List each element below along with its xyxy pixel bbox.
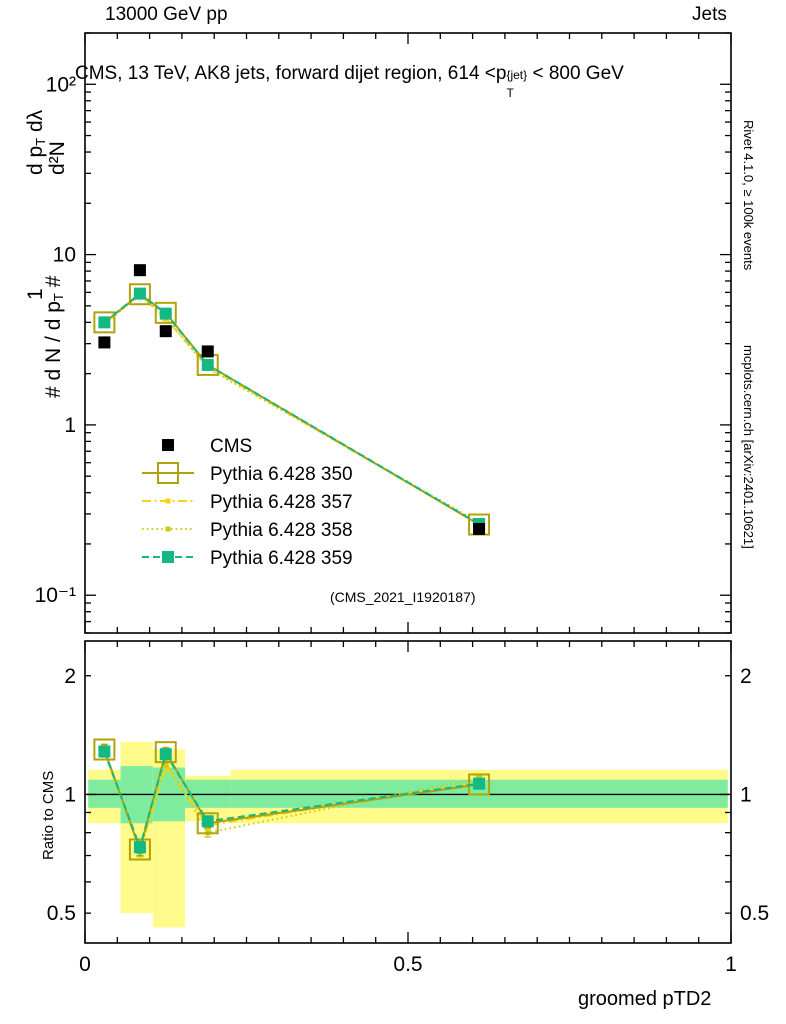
main-marker-filled-square-3-2 bbox=[159, 307, 172, 320]
legend-entry-4[interactable]: Pythia 6.428 359 bbox=[142, 548, 353, 569]
y-axis-label-fraction-numer: 1 bbox=[24, 288, 48, 300]
legend-marker-open-square-1 bbox=[157, 462, 179, 484]
ratio-marker-open-square-2-3 bbox=[196, 812, 219, 835]
ratio-y-axis-label: Ratio to CMS bbox=[40, 770, 57, 860]
legend-entry-3[interactable]: Pythia 6.428 358 bbox=[142, 520, 353, 541]
legend-marker-small-square-3 bbox=[165, 526, 171, 532]
y-dlambda: dλ bbox=[24, 109, 47, 132]
main-datapoint-cms-4 bbox=[473, 522, 486, 535]
ratio-marker-open-square-2-2 bbox=[154, 741, 177, 764]
side-rivet-label: Rivet 4.1.0, ≥ 100k events bbox=[741, 120, 756, 271]
ratio-marker-open-square-2-0 bbox=[93, 738, 116, 761]
y-hash-1: # bbox=[42, 275, 65, 288]
header-left-label: 13000 GeV pp bbox=[105, 4, 228, 25]
ratio-marker-filled-square-3-4 bbox=[473, 777, 486, 790]
y-one: 1 bbox=[24, 288, 47, 300]
main-marker-filled-square-3-1 bbox=[133, 287, 146, 300]
main-title: CMS, 13 TeV, AK8 jets, forward dijet reg… bbox=[75, 63, 624, 100]
main-marker-filled-square-3-0 bbox=[98, 316, 111, 329]
ratio-marker-filled-square-3-0 bbox=[98, 745, 111, 758]
main-datapoint-cms-0 bbox=[98, 336, 111, 349]
header-right-label: Jets bbox=[692, 4, 727, 25]
main-ytick-label-0: 10² bbox=[46, 73, 76, 96]
ratio-marker-open-square-2-1 bbox=[128, 838, 151, 861]
ratio-marker-filled-square-3-2 bbox=[159, 748, 172, 761]
legend-label-2: Pythia 6.428 357 bbox=[210, 492, 353, 513]
main-line-1 bbox=[103, 293, 480, 524]
x-tick-label-0: 0 bbox=[79, 953, 91, 976]
y-dn: d N / d p bbox=[42, 301, 65, 381]
ratio-ytick-label-left-1: 1 bbox=[64, 783, 76, 806]
main-marker-open-square-2-0 bbox=[93, 311, 116, 334]
legend-label-1: Pythia 6.428 350 bbox=[210, 464, 353, 485]
y-dn-sub: T bbox=[51, 293, 66, 302]
y-axis-label-denominator: d pT dλ bbox=[24, 110, 48, 175]
watermark-label: (CMS_2021_I1920187) bbox=[330, 589, 476, 605]
x-axis-label: groomed pTD2 bbox=[578, 988, 712, 1010]
main-ytick-label-3: 10⁻¹ bbox=[35, 584, 76, 607]
side-mcplots-label: mcplots.cern.ch [arXiv:2401.10621] bbox=[741, 345, 756, 549]
main-datapoint-cms-1 bbox=[133, 264, 146, 277]
legend-marker-filled-square-4 bbox=[162, 551, 174, 563]
legend-label-3: Pythia 6.428 358 bbox=[210, 520, 353, 541]
y-dpt: d p bbox=[24, 145, 47, 175]
main-title-superscript: {jet} bbox=[506, 68, 528, 82]
main-datapoint-cms-3 bbox=[201, 345, 214, 358]
main-ytick-label-1: 10 bbox=[53, 244, 76, 267]
ratio-ytick-label-right-2: 0.5 bbox=[740, 902, 769, 925]
legend-entry-0[interactable]: CMS bbox=[162, 436, 252, 457]
y-axis-label-group: # d N / d pT # 1 d pT dλ d²N bbox=[2, 0, 72, 420]
ratio-ytick-label-right-1: 1 bbox=[740, 783, 752, 806]
ratio-marker-filled-square-3-1 bbox=[133, 841, 146, 854]
main-title-pre: CMS, 13 TeV, AK8 jets, forward dijet reg… bbox=[75, 63, 507, 84]
x-tick-label-2: 1 bbox=[725, 953, 737, 976]
legend-marker-filled-square-0 bbox=[162, 439, 174, 451]
main-marker-filled-square-3-3 bbox=[201, 358, 214, 371]
main-title-subscript: T bbox=[506, 86, 514, 100]
y-hash-2: # bbox=[42, 386, 65, 398]
ratio-ytick-label-right-0: 2 bbox=[740, 665, 752, 688]
ratio-ytick-label-left-0: 2 bbox=[64, 665, 76, 688]
main-marker-open-square-2-1 bbox=[128, 283, 151, 306]
legend-marker-small-square-2 bbox=[165, 498, 171, 504]
main-datapoint-cms-2 bbox=[159, 325, 172, 338]
main-marker-open-square-2-2 bbox=[154, 301, 177, 324]
legend-entry-2[interactable]: Pythia 6.428 357 bbox=[142, 492, 353, 513]
main-ytick-label-2: 1 bbox=[64, 414, 76, 437]
x-tick-label-1: 0.5 bbox=[393, 953, 422, 976]
legend-label-4: Pythia 6.428 359 bbox=[210, 548, 353, 569]
legend-label-0: CMS bbox=[210, 436, 252, 457]
ratio-ytick-label-left-2: 0.5 bbox=[47, 902, 76, 925]
ratio-marker-filled-square-3-3 bbox=[201, 815, 214, 828]
y-d2n: d²N bbox=[46, 141, 69, 175]
legend-entry-1[interactable]: Pythia 6.428 350 bbox=[142, 462, 353, 485]
y-axis-label-numerator: d²N bbox=[46, 141, 70, 175]
main-title-post: < 800 GeV bbox=[532, 63, 624, 84]
